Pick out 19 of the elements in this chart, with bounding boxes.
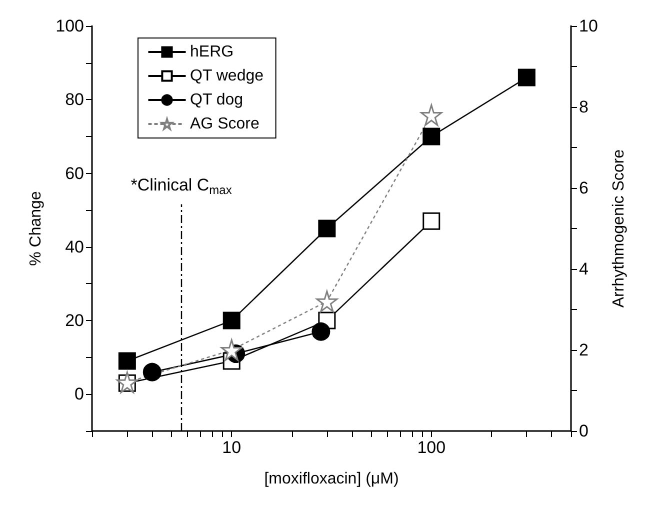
y-tick-label: 60: [65, 164, 84, 183]
y2-tick-label: 10: [579, 16, 598, 36]
y-tick-label: 20: [65, 311, 84, 330]
y2-tick-label: 8: [579, 98, 588, 116]
y-axis-title: % Change: [28, 191, 44, 266]
y2-tick-label: 6: [579, 178, 588, 198]
y-tick-label: 40: [65, 237, 84, 256]
x-axis-title: [moxifloxacin] (μM): [264, 470, 399, 488]
legend-label: hERG: [190, 44, 234, 60]
legend-label: QT wedge: [190, 68, 264, 84]
y2-axis-title: Arrhythmogenic Score: [610, 149, 628, 308]
legend-label: AG Score: [190, 116, 260, 132]
y-tick-label: 80: [65, 90, 84, 110]
legend-label: QT dog: [190, 92, 244, 108]
y2-tick-label: 4: [579, 260, 588, 278]
y-tick-label: 100: [56, 16, 84, 36]
y-tick-label: 0: [74, 384, 84, 404]
y2-tick-label: 0: [579, 422, 588, 440]
y2-tick-label: 2: [579, 340, 588, 360]
